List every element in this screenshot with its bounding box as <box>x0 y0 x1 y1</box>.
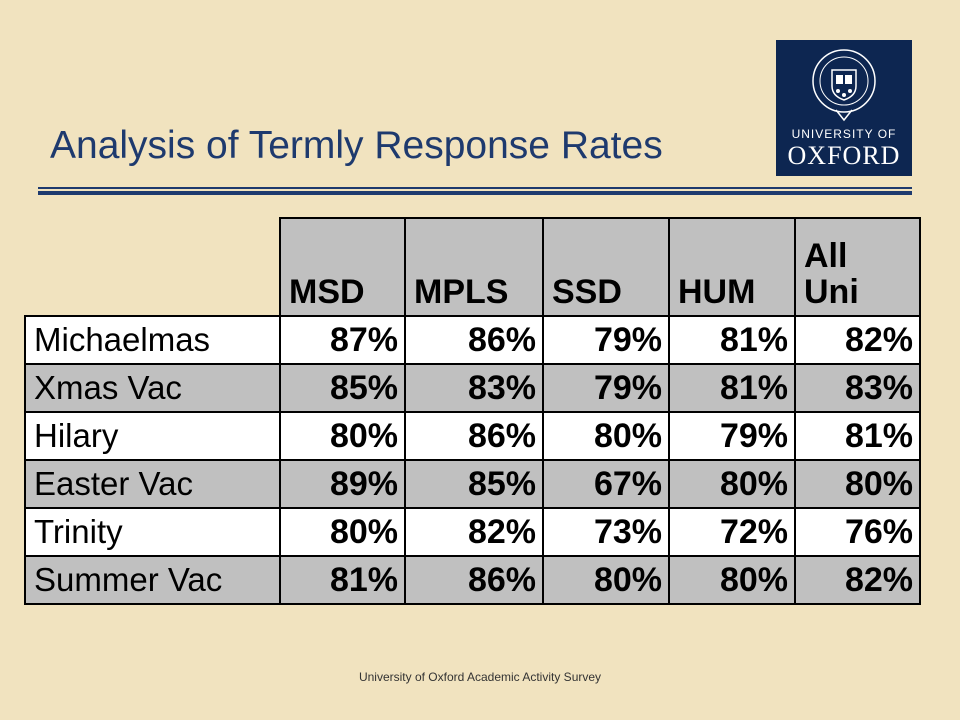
table-cell: 86% <box>404 411 544 461</box>
table-cell: 82% <box>404 507 544 557</box>
table-cell: 73% <box>542 507 670 557</box>
table-row: Easter Vac 89% 85% 67% 80% 80% <box>24 459 921 509</box>
table-cell: 79% <box>542 363 670 413</box>
table-cell: 86% <box>404 555 544 605</box>
page-title: Analysis of Termly Response Rates <box>50 124 663 167</box>
table-cell: 79% <box>542 315 670 365</box>
row-label: Xmas Vac <box>24 363 281 413</box>
table-cell: 89% <box>279 459 406 509</box>
table-cell: 80% <box>794 459 921 509</box>
table-cell: 76% <box>794 507 921 557</box>
table-cell: 85% <box>279 363 406 413</box>
column-header-msd: MSD <box>279 217 406 317</box>
row-label: Trinity <box>24 507 281 557</box>
table-corner <box>25 218 280 316</box>
title-rule-thin <box>38 187 912 189</box>
title-rule-thick <box>38 191 912 195</box>
column-header-all-uni-line2: Uni <box>804 273 859 311</box>
column-header-mpls: MPLS <box>404 217 544 317</box>
row-label: Michaelmas <box>24 315 281 365</box>
university-logo: UNIVERSITY OF OXFORD <box>776 40 912 176</box>
response-rates-table: MSD MPLS SSD HUM All Uni Michaelmas 87% 8… <box>24 217 921 605</box>
logo-text-oxford: OXFORD <box>787 141 901 170</box>
row-label: Easter Vac <box>24 459 281 509</box>
logo-text-university-of: UNIVERSITY OF <box>791 127 897 141</box>
table-cell: 67% <box>542 459 670 509</box>
column-header-ssd: SSD <box>542 217 670 317</box>
table-cell: 80% <box>279 507 406 557</box>
row-label: Summer Vac <box>24 555 281 605</box>
table-cell: 86% <box>404 315 544 365</box>
table-row: Xmas Vac 85% 83% 79% 81% 83% <box>24 363 921 413</box>
table-cell: 83% <box>794 363 921 413</box>
crest-icon <box>812 49 876 122</box>
table-cell: 81% <box>794 411 921 461</box>
column-header-all-uni: All Uni <box>794 217 921 317</box>
column-header-all-uni-line1: All <box>804 237 848 275</box>
table-cell: 82% <box>794 315 921 365</box>
table-cell: 80% <box>542 555 670 605</box>
table-cell: 82% <box>794 555 921 605</box>
table-row: Michaelmas 87% 86% 79% 81% 82% <box>24 315 921 365</box>
table-cell: 80% <box>279 411 406 461</box>
table-cell: 72% <box>668 507 796 557</box>
table-row: Summer Vac 81% 86% 80% 80% 82% <box>24 555 921 605</box>
table-cell: 80% <box>668 459 796 509</box>
table-cell: 80% <box>668 555 796 605</box>
footer-text: University of Oxford Academic Activity S… <box>358 670 602 684</box>
table-cell: 79% <box>668 411 796 461</box>
column-header-hum: HUM <box>668 217 796 317</box>
table-cell: 81% <box>279 555 406 605</box>
row-label: Hilary <box>24 411 281 461</box>
table-row: Hilary 80% 86% 80% 79% 81% <box>24 411 921 461</box>
table-cell: 81% <box>668 315 796 365</box>
table-cell: 83% <box>404 363 544 413</box>
table-cell: 81% <box>668 363 796 413</box>
table-cell: 80% <box>542 411 670 461</box>
table-cell: 85% <box>404 459 544 509</box>
table-row: Trinity 80% 82% 73% 72% 76% <box>24 507 921 557</box>
table-cell: 87% <box>279 315 406 365</box>
